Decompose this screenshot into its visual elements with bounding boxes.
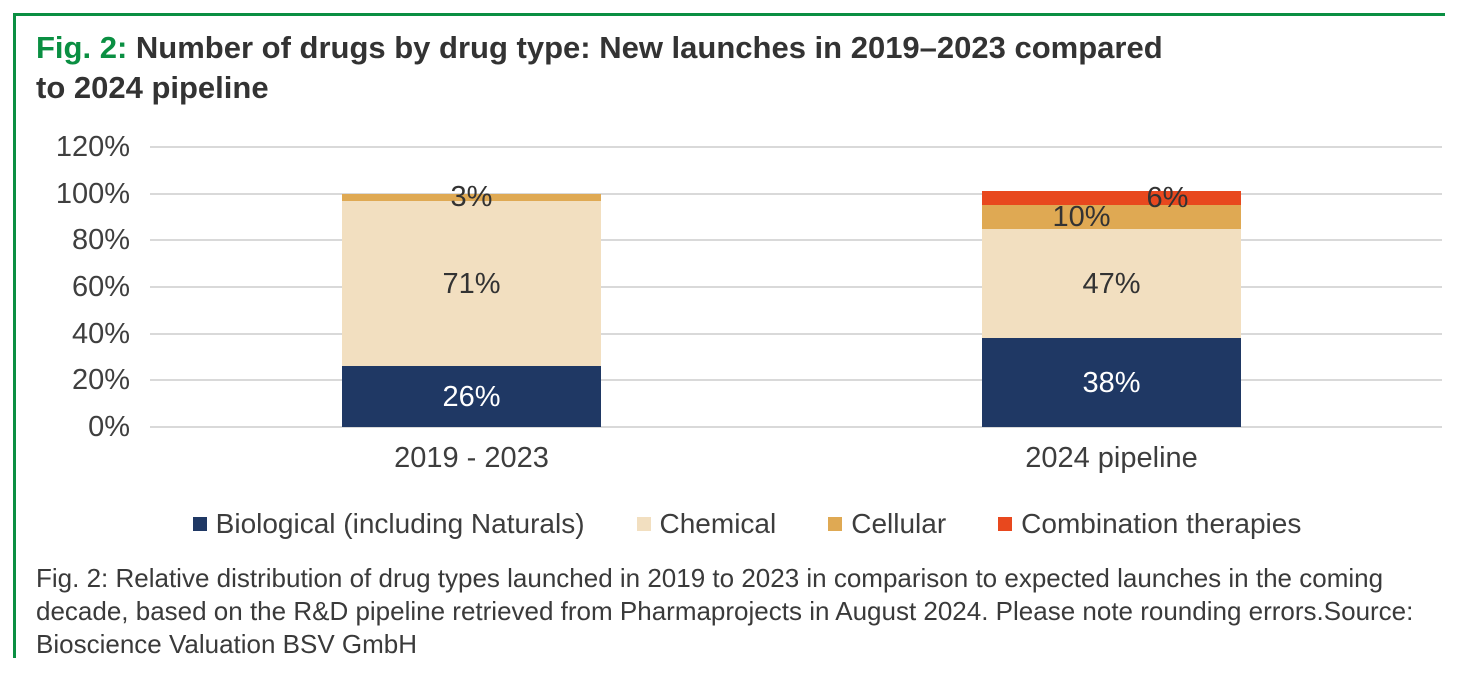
data-label: 26%: [442, 380, 501, 413]
x-axis-category-label: 2024 pipeline: [1025, 442, 1198, 474]
data-label: 6%: [1146, 182, 1189, 215]
figure-caption: Fig. 2: Relative distribution of drug ty…: [36, 563, 1414, 659]
data-label: 3%: [450, 181, 493, 214]
y-axis-tick-label: 120%: [55, 131, 130, 163]
bar-segment: 47%: [982, 228, 1241, 339]
legend-swatch-icon: [636, 517, 651, 531]
top-green-rule: [13, 13, 1445, 16]
gridline: [150, 286, 1442, 288]
bar-segment: 26%: [342, 366, 601, 427]
plot-area: 120% 100% 80% 60% 40% 20% 0% 26% 71% 3% 2019 - 202…: [56, 131, 1442, 474]
x-axis-category-label: 2019 - 2023: [394, 442, 549, 474]
y-axis-tick-label: 40%: [71, 317, 130, 350]
legend-item: Cellular: [828, 508, 946, 540]
stacked-bar: 38% 47% 10% 6%: [982, 147, 1241, 427]
legend-label: Combination therapies: [1021, 508, 1302, 539]
y-axis-tick-label: 60%: [71, 271, 130, 303]
bar-segment: 3%: [342, 181, 601, 213]
data-label: 71%: [442, 267, 501, 300]
stacked-bar: 26% 71% 3%: [342, 147, 601, 427]
gridline: [150, 379, 1442, 382]
legend-label: Biological (including Naturals): [215, 508, 585, 539]
gridline: [150, 146, 1442, 148]
y-axis-tick-label: 0%: [88, 411, 130, 443]
legend-swatch-icon: [192, 517, 207, 531]
legend-item: Combination therapies: [998, 508, 1301, 540]
gridline: [150, 426, 1442, 428]
data-label: 10%: [1052, 201, 1111, 233]
gridline: [150, 332, 1442, 335]
data-label: 38%: [1082, 366, 1141, 399]
gridline: [150, 239, 1442, 242]
legend-swatch-icon: [828, 517, 843, 531]
gridline: [150, 192, 1442, 195]
legend-item: Chemical: [636, 508, 777, 540]
chart-legend: Biological (including Naturals) Chemical C…: [0, 508, 1458, 540]
legend-label: Cellular: [851, 508, 947, 539]
data-label: 47%: [1082, 267, 1141, 300]
figure-title: Fig. 2: Number of drugs by drug type: Ne…: [36, 28, 1196, 108]
y-axis-tick-label: 80%: [71, 224, 130, 257]
figure-title-text: Number of drugs by drug type: New launch…: [36, 30, 1163, 105]
y-axis-tick-label: 100%: [55, 177, 130, 210]
bar-segment: 71%: [342, 200, 601, 367]
left-green-rule: [13, 13, 16, 658]
bar-segment: 38%: [982, 338, 1241, 427]
legend-swatch-icon: [998, 517, 1013, 531]
legend-item: Biological (including Naturals): [192, 508, 585, 540]
bar-segment: 6%: [982, 182, 1241, 214]
bar-segment: 10%: [982, 201, 1241, 233]
figure-number-label: Fig. 2:: [36, 30, 128, 65]
legend-label: Chemical: [659, 508, 777, 539]
y-axis-tick-label: 20%: [71, 364, 130, 397]
